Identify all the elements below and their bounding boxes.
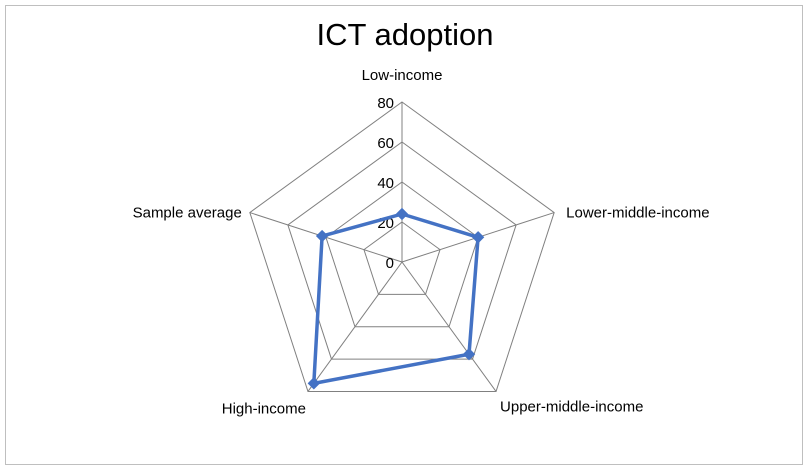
data-point-lower-middle-income [471,231,485,244]
grid-ring-40 [325,181,479,328]
category-label-sample-average: Sample average [133,205,242,222]
tick-label: 0 [386,255,394,272]
data-point-upper-middle-income [462,348,476,361]
category-label-low-income: Low-income [362,67,443,84]
tick-label: 80 [377,95,394,112]
tick-label: 40 [377,175,394,192]
chart-title: ICT adoption [316,17,494,52]
chart-frame [5,5,803,465]
category-label-lower-middle-income: Lower-middle-income [566,205,709,222]
category-label-upper-middle-income: Upper-middle-income [500,398,643,415]
category-label-high-income: High-income [222,400,306,417]
axis-spoke [307,261,403,392]
data-point-high-income [307,377,321,390]
radar-grid [249,101,555,392]
data-point-sample-average [315,229,329,243]
grid-ring-80 [249,101,555,392]
series-line [312,212,480,386]
grid-ring-20 [363,221,441,295]
series-layer [307,207,485,390]
axis-spoke [401,261,497,392]
grid-ring-60 [287,141,517,360]
category-labels: Low-income Lower-middle-income Upper-middl… [133,67,710,417]
data-point-low-income [395,207,409,221]
tick-label: 60 [377,135,394,152]
